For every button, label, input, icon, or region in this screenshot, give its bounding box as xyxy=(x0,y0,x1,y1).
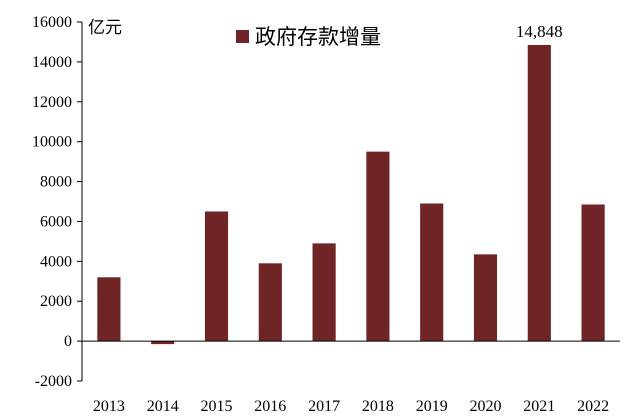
y-tick-label: 8000 xyxy=(40,174,72,191)
x-tick-label: 2022 xyxy=(577,398,609,415)
legend-swatch xyxy=(236,30,249,43)
x-tick-label: 2014 xyxy=(147,398,179,415)
bars xyxy=(97,44,605,345)
legend: 政府存款增量 xyxy=(236,25,381,49)
y-tick-label: 16000 xyxy=(32,14,72,31)
y-tick-label: 6000 xyxy=(40,213,72,230)
y-axis: -2000 0 2000 4000 6000 8000 10000 12000 14000 160… xyxy=(32,14,83,390)
x-tick-label: 2013 xyxy=(93,398,125,415)
bar-2014 xyxy=(151,341,175,345)
y-tick-label: 10000 xyxy=(32,134,72,151)
bar-2021 xyxy=(527,44,551,342)
y-tick-label: -2000 xyxy=(35,373,72,390)
bar-2022 xyxy=(581,204,605,342)
bar-2020 xyxy=(473,254,498,342)
data-labels: 14,848 xyxy=(516,22,563,41)
x-tick-label: 2015 xyxy=(201,398,233,415)
legend-label: 政府存款增量 xyxy=(255,25,381,49)
data-label-2021: 14,848 xyxy=(516,22,563,41)
x-tick-labels: 2013 2014 2015 2016 2017 2018 2019 2020 2021 2022 xyxy=(93,398,609,415)
bar-2019 xyxy=(420,203,444,342)
y-tick-label: 2000 xyxy=(40,293,72,310)
x-tick-label: 2020 xyxy=(470,398,502,415)
bar-2015 xyxy=(204,211,229,342)
y-axis-unit-label: 亿元 xyxy=(88,18,122,38)
x-tick-label: 2017 xyxy=(308,398,340,415)
x-tick-label: 2019 xyxy=(416,398,448,415)
y-tick-label: 12000 xyxy=(32,94,72,111)
bar-2013 xyxy=(97,277,121,342)
bar-2016 xyxy=(258,263,282,342)
x-tick-label: 2018 xyxy=(362,398,394,415)
x-tick-label: 2016 xyxy=(254,398,286,415)
y-tick-label: 4000 xyxy=(40,253,72,270)
y-tick-label: 14000 xyxy=(32,54,72,71)
bar-2017 xyxy=(312,243,336,342)
x-tick-label: 2021 xyxy=(523,398,555,415)
bar-2018 xyxy=(366,151,390,342)
y-tick-label: 0 xyxy=(64,333,72,350)
